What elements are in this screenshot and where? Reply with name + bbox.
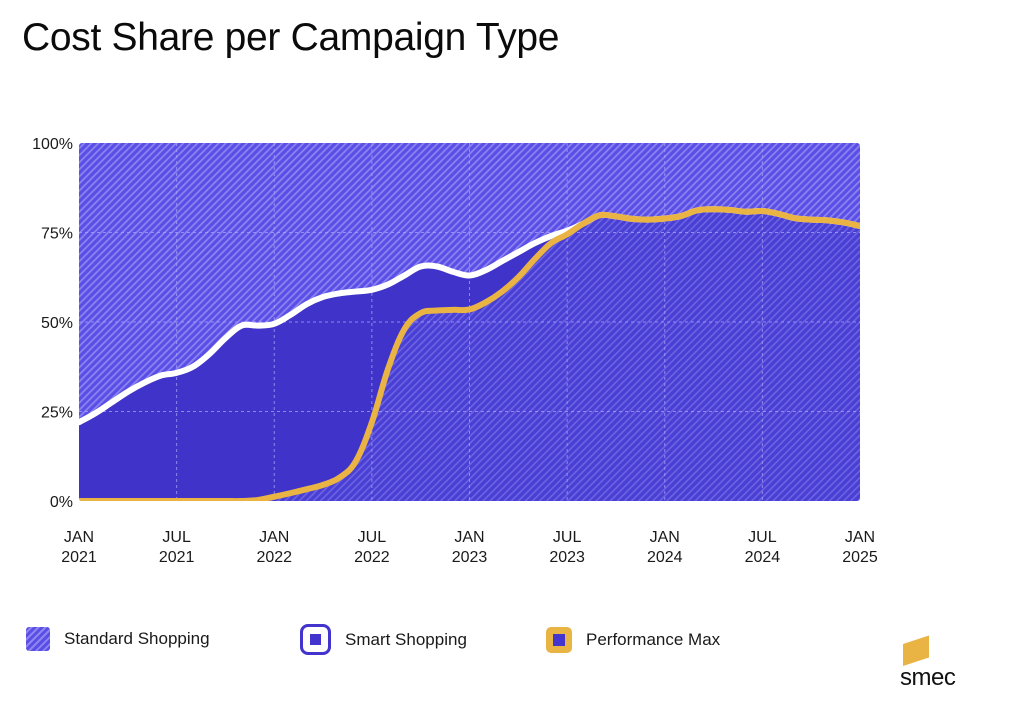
x-tick-label: JUL 2023 bbox=[549, 529, 585, 566]
y-tick-label: 100% bbox=[32, 136, 73, 153]
smec-logo: smec bbox=[900, 635, 970, 694]
x-tick-label: JAN 2021 bbox=[61, 529, 97, 566]
x-tick-label: JAN 2024 bbox=[647, 529, 683, 566]
outlined-square-icon bbox=[300, 624, 331, 655]
legend-item-standard-shopping[interactable]: Standard Shopping bbox=[26, 627, 210, 651]
legend-label: Smart Shopping bbox=[345, 629, 467, 649]
y-tick-label: 0% bbox=[50, 494, 73, 511]
legend-label: Performance Max bbox=[586, 630, 721, 649]
logo-text: smec bbox=[900, 664, 956, 691]
y-tick-label: 50% bbox=[41, 315, 73, 332]
x-tick-label: JAN 2025 bbox=[842, 529, 878, 566]
x-tick-label: JUL 2021 bbox=[159, 529, 195, 566]
x-tick-label: JAN 2022 bbox=[256, 529, 292, 566]
x-axis-ticks: JAN 2021 JUL 2021 JAN 2022 JUL 2022 JAN 2023 JUL 20… bbox=[61, 529, 878, 566]
x-tick-label: JUL 2022 bbox=[354, 529, 390, 566]
yellow-square-icon bbox=[546, 627, 572, 653]
x-tick-label: JUL 2024 bbox=[745, 529, 781, 566]
grid-lines bbox=[79, 143, 860, 501]
logo-mark-icon bbox=[903, 635, 929, 666]
chart-title: Cost Share per Campaign Type bbox=[22, 16, 560, 59]
legend-item-performance-max[interactable]: Performance Max bbox=[546, 627, 720, 653]
cost-share-chart: 0% 25% 50% 75% 100% JAN 2021 JUL 2021 JAN 2022 JUL… bbox=[32, 136, 878, 566]
legend-item-smart-shopping[interactable]: Smart Shopping bbox=[300, 624, 467, 655]
hatched-square-icon bbox=[26, 627, 50, 651]
y-tick-label: 25% bbox=[41, 405, 73, 422]
performance-max-line bbox=[79, 206, 860, 501]
x-tick-label: JAN 2023 bbox=[452, 529, 488, 566]
y-axis-ticks: 0% 25% 50% 75% 100% bbox=[32, 136, 73, 511]
legend-label: Standard Shopping bbox=[64, 629, 210, 648]
y-tick-label: 75% bbox=[41, 226, 73, 243]
